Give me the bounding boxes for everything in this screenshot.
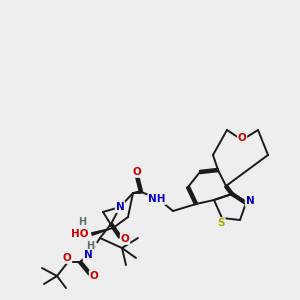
Text: O: O bbox=[90, 271, 98, 281]
Text: N: N bbox=[246, 196, 254, 206]
Text: H: H bbox=[78, 217, 86, 227]
Polygon shape bbox=[133, 191, 141, 193]
Polygon shape bbox=[92, 228, 113, 235]
Text: O: O bbox=[121, 234, 129, 244]
Text: O: O bbox=[238, 133, 246, 143]
Text: O: O bbox=[63, 253, 71, 263]
Text: O: O bbox=[133, 167, 141, 177]
Text: H: H bbox=[86, 241, 94, 251]
Text: HO: HO bbox=[70, 229, 88, 239]
Text: N: N bbox=[116, 202, 124, 212]
Text: NH: NH bbox=[148, 194, 166, 204]
Text: S: S bbox=[217, 218, 225, 228]
Text: N: N bbox=[84, 250, 92, 260]
